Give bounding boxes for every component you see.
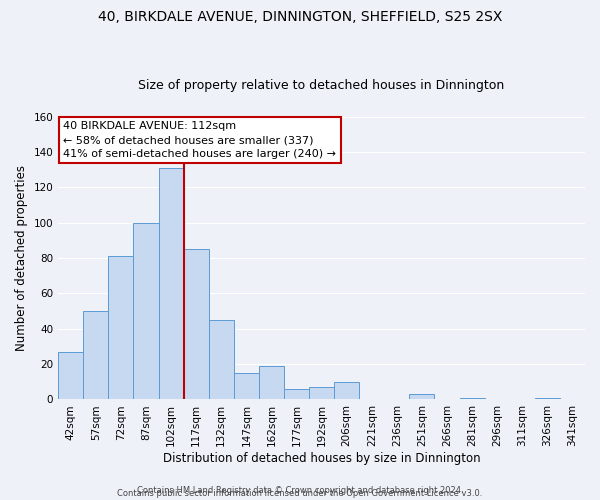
Bar: [234, 373, 259, 400]
X-axis label: Distribution of detached houses by size in Dinnington: Distribution of detached houses by size …: [163, 452, 481, 465]
Text: Contains HM Land Registry data © Crown copyright and database right 2024.: Contains HM Land Registry data © Crown c…: [137, 486, 463, 495]
Y-axis label: Number of detached properties: Number of detached properties: [15, 165, 28, 351]
Bar: [460, 398, 485, 400]
Bar: [334, 382, 359, 400]
Bar: [535, 398, 560, 400]
Bar: [133, 223, 158, 400]
Title: Size of property relative to detached houses in Dinnington: Size of property relative to detached ho…: [139, 79, 505, 92]
Text: 40, BIRKDALE AVENUE, DINNINGTON, SHEFFIELD, S25 2SX: 40, BIRKDALE AVENUE, DINNINGTON, SHEFFIE…: [98, 10, 502, 24]
Bar: [58, 352, 83, 400]
Text: Contains public sector information licensed under the Open Government Licence v3: Contains public sector information licen…: [118, 488, 482, 498]
Bar: [209, 320, 234, 400]
Bar: [284, 389, 309, 400]
Bar: [184, 250, 209, 400]
Bar: [83, 311, 109, 400]
Bar: [409, 394, 434, 400]
Text: 40 BIRKDALE AVENUE: 112sqm
← 58% of detached houses are smaller (337)
41% of sem: 40 BIRKDALE AVENUE: 112sqm ← 58% of deta…: [64, 121, 337, 159]
Bar: [309, 387, 334, 400]
Bar: [109, 256, 133, 400]
Bar: [158, 168, 184, 400]
Bar: [259, 366, 284, 400]
